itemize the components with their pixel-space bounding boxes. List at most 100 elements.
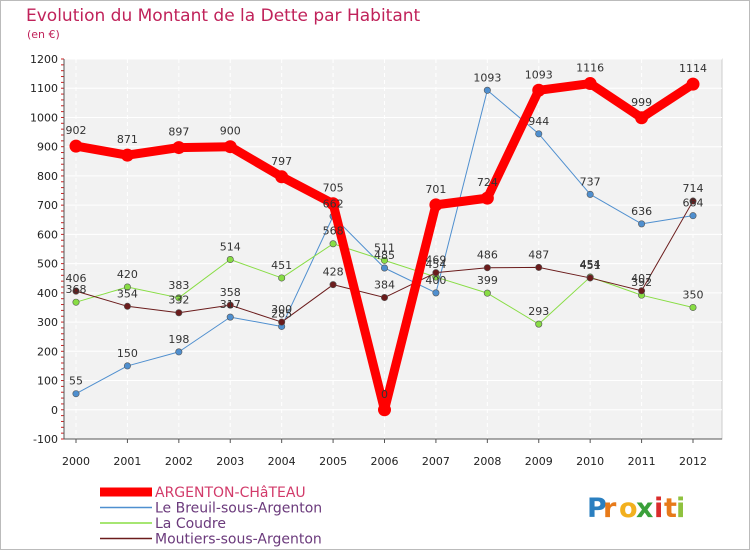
data-label: 293 [528, 305, 549, 318]
data-label: 705 [323, 182, 344, 195]
legend-label: ARGENTON-CHâTEAU [155, 485, 306, 501]
x-tick-label: 2011 [628, 455, 656, 468]
x-tick-label: 2001 [113, 455, 141, 468]
y-tick-label: 200 [37, 345, 58, 358]
logo-letter: r [603, 493, 617, 524]
data-point [535, 130, 543, 138]
data-label: 797 [271, 155, 292, 168]
data-point [72, 287, 80, 295]
x-tick-label: 2002 [165, 455, 193, 468]
logo-letter: i [654, 493, 663, 524]
data-point [175, 294, 183, 302]
data-label: 400 [425, 274, 446, 287]
data-label: 999 [631, 96, 652, 109]
data-point [532, 83, 546, 97]
data-label: 511 [374, 241, 395, 254]
data-label: 1114 [679, 62, 707, 75]
data-label: 392 [631, 276, 652, 289]
data-point [175, 348, 183, 356]
data-label: 701 [425, 183, 446, 196]
data-label: 300 [271, 303, 292, 316]
data-label: 454 [580, 258, 601, 271]
data-label: 150 [117, 347, 138, 360]
data-label: 407 [631, 272, 652, 285]
y-tick-label: 600 [37, 228, 58, 241]
data-point [120, 148, 134, 162]
data-point [689, 197, 697, 205]
x-tick-label: 2008 [473, 455, 501, 468]
data-label: 724 [477, 176, 498, 189]
logo-letter: t [664, 493, 677, 524]
data-point [586, 274, 594, 282]
series-1 [72, 86, 697, 398]
data-point [72, 298, 80, 306]
x-tick-label: 2005 [319, 455, 347, 468]
data-point [378, 403, 391, 417]
data-label: 662 [323, 197, 344, 210]
y-tick-label: 1000 [30, 111, 58, 124]
data-point [226, 301, 234, 309]
y-tick-label: 900 [37, 141, 58, 154]
data-label: 399 [477, 274, 498, 287]
y-tick-label: 1100 [30, 82, 58, 95]
data-label: 350 [683, 288, 704, 301]
data-label: 332 [168, 294, 189, 307]
data-label: 358 [220, 286, 241, 299]
data-label: 420 [117, 268, 138, 281]
x-tick-label: 2010 [576, 455, 604, 468]
data-point [123, 362, 131, 370]
data-point [275, 170, 289, 184]
data-point [123, 283, 131, 291]
data-point [380, 294, 388, 302]
y-tick-label: -100 [33, 433, 58, 446]
y-tick-label: 0 [51, 404, 58, 417]
data-label: 383 [168, 279, 189, 292]
data-point [429, 198, 443, 212]
data-label: 384 [374, 279, 395, 292]
legend-label: Moutiers-sous-Argenton [155, 532, 322, 548]
data-point [635, 111, 649, 125]
data-label: 55 [69, 375, 83, 388]
data-label: 485 [374, 249, 395, 262]
data-point [278, 318, 286, 326]
data-label: 469 [425, 254, 446, 267]
labels-2: 368 420 383 514 451 568 511 454 399 293 454 392 350 [66, 225, 704, 318]
series-3 [72, 197, 697, 326]
data-label: 714 [683, 182, 704, 195]
data-point [175, 309, 183, 317]
data-label: 486 [477, 249, 498, 262]
data-point [380, 264, 388, 272]
labels-0: 902 871 897 900 797 705 0 701 724 1093 1116 999 1114 [66, 62, 708, 401]
data-label: 664 [683, 197, 704, 210]
x-tick-label: 2003 [216, 455, 244, 468]
data-point [69, 139, 83, 153]
data-point [483, 264, 491, 272]
data-point [535, 320, 543, 328]
x-tick-label: 2006 [371, 455, 399, 468]
data-label: 737 [580, 175, 601, 188]
data-label: 1093 [525, 68, 553, 81]
data-label: 636 [631, 205, 652, 218]
data-label: 568 [323, 225, 344, 238]
chart-subtitle: (en €) [27, 28, 60, 41]
data-label: 902 [66, 124, 87, 137]
data-point [686, 77, 700, 91]
data-point [638, 287, 646, 295]
data-label: 454 [425, 258, 446, 271]
series-0 [69, 77, 700, 417]
data-point [480, 191, 494, 205]
logo-letter: x [636, 493, 653, 524]
y-tick-label: 700 [37, 199, 58, 212]
data-point [380, 256, 388, 264]
data-point [123, 302, 131, 310]
labels-1: 55 150 198 317 285 662 485 400 1093 944 737 636 664 [69, 71, 704, 387]
data-label: 871 [117, 133, 138, 146]
data-point [535, 263, 543, 271]
data-label: 900 [220, 125, 241, 138]
data-label: 897 [168, 126, 189, 139]
data-label: 317 [220, 298, 241, 311]
y-tick-label: 500 [37, 258, 58, 271]
data-label: 1093 [473, 71, 501, 84]
x-tick-label: 2007 [422, 455, 450, 468]
